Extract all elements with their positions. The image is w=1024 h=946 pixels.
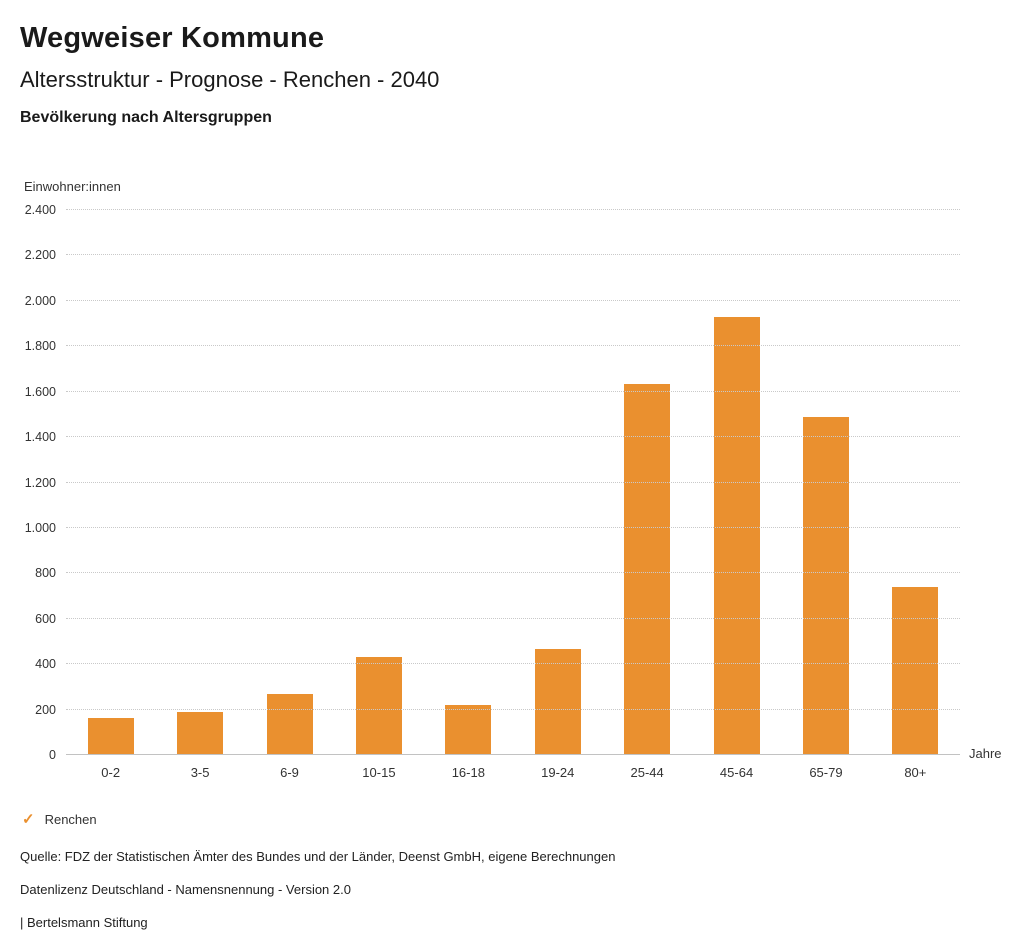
y-axis-tick-label: 2.000 <box>24 293 56 308</box>
bar-slot <box>871 210 960 755</box>
x-axis-tick-label: 65-79 <box>809 765 843 780</box>
gridline <box>66 481 960 483</box>
y-axis-tick-label: 400 <box>35 657 56 672</box>
brand-text: | Bertelsmann Stiftung <box>20 915 148 930</box>
x-axis-tick-label: 10-15 <box>362 765 396 780</box>
bar-3-5[interactable] <box>177 711 224 755</box>
bar-slot <box>692 210 781 755</box>
x-axis-unit-label: Jahre <box>969 746 1002 761</box>
bar-slot <box>245 210 334 755</box>
footer: Quelle: FDZ der Statistischen Ämter des … <box>20 849 1024 930</box>
gridline <box>66 209 960 210</box>
plot-area: Jahre 0 200 400 600 800 1.000 1.200 1.400 1.600 1… <box>25 203 1002 762</box>
gridline <box>66 299 960 301</box>
gridline <box>66 345 960 347</box>
y-axis-tick-label: 600 <box>35 611 56 626</box>
bar-25-44[interactable] <box>624 383 671 755</box>
y-axis-tick-label: 1.200 <box>24 475 56 490</box>
x-axis-tick-label: 16-18 <box>451 765 485 780</box>
x-axis-tick-label: 3-5 <box>190 765 210 780</box>
license-text: Datenlizenz Deutschland - Namensnennung … <box>20 882 351 897</box>
bar-0-2[interactable] <box>87 717 134 755</box>
chart-heading: Bevölkerung nach Altersgruppen <box>20 109 272 126</box>
gridline <box>66 617 960 619</box>
x-axis-baseline <box>66 754 960 755</box>
bar-slot <box>155 210 244 755</box>
bar-slot <box>602 210 691 755</box>
y-axis-tick-label: 1.400 <box>24 430 56 445</box>
gridline <box>66 663 960 665</box>
x-axis-tick-label: 6-9 <box>280 765 299 780</box>
bar-65-79[interactable] <box>802 416 849 755</box>
bar-16-18[interactable] <box>445 705 492 755</box>
bar-10-15[interactable] <box>355 657 402 755</box>
y-axis-tick-label: 2.400 <box>24 203 56 217</box>
y-axis-unit-label: Einwohner:innen <box>24 179 121 194</box>
x-axis-labels: 0-2 3-5 6-9 10-15 16-18 19-24 25-44 45-64 65-79 8… <box>66 765 960 780</box>
gridline <box>66 572 960 574</box>
bar-45-64[interactable] <box>713 316 760 755</box>
y-axis-tick-label: 800 <box>35 566 56 581</box>
y-axis-tick-label: 2.200 <box>24 248 56 263</box>
page-header: Wegweiser Kommune Altersstruktur - Progn… <box>0 0 1024 127</box>
bar-80+[interactable] <box>892 586 939 755</box>
y-axis-tick-label: 1.800 <box>24 339 56 354</box>
bar-slot <box>424 210 513 755</box>
bar-slot <box>781 210 870 755</box>
y-axis-tick-label: 200 <box>35 702 56 717</box>
x-axis-tick-label: 45-64 <box>719 765 754 780</box>
legend-label: Renchen <box>44 812 97 827</box>
source-text: Quelle: FDZ der Statistischen Ämter des … <box>20 849 616 864</box>
gridline <box>66 436 960 438</box>
y-axis-tick-label: 0 <box>49 748 56 762</box>
check-icon: ✓ <box>22 811 35 828</box>
gridline <box>66 390 960 392</box>
bars-row <box>66 210 960 755</box>
bar-slot <box>66 210 155 755</box>
gridline <box>66 708 960 710</box>
gridline <box>66 254 960 256</box>
legend[interactable]: ✓ Renchen <box>22 812 1024 827</box>
x-axis-tick-label: 80+ <box>904 765 927 780</box>
bar-slot <box>334 210 423 755</box>
page-subtitle: Altersstruktur - Prognose - Renchen - 20… <box>20 67 440 92</box>
y-axis-tick-label: 1.000 <box>24 520 56 535</box>
gridline <box>66 526 960 528</box>
page-title: Wegweiser Kommune <box>20 22 325 54</box>
x-axis-tick-label: 19-24 <box>541 765 575 780</box>
bar-slot <box>513 210 602 755</box>
bar-6-9[interactable] <box>266 693 313 755</box>
y-axis-tick-label: 1.600 <box>24 384 56 399</box>
bar-19-24[interactable] <box>534 649 581 755</box>
x-axis-tick-label: 25-44 <box>630 765 664 780</box>
x-axis-tick-label: 0-2 <box>101 765 121 780</box>
